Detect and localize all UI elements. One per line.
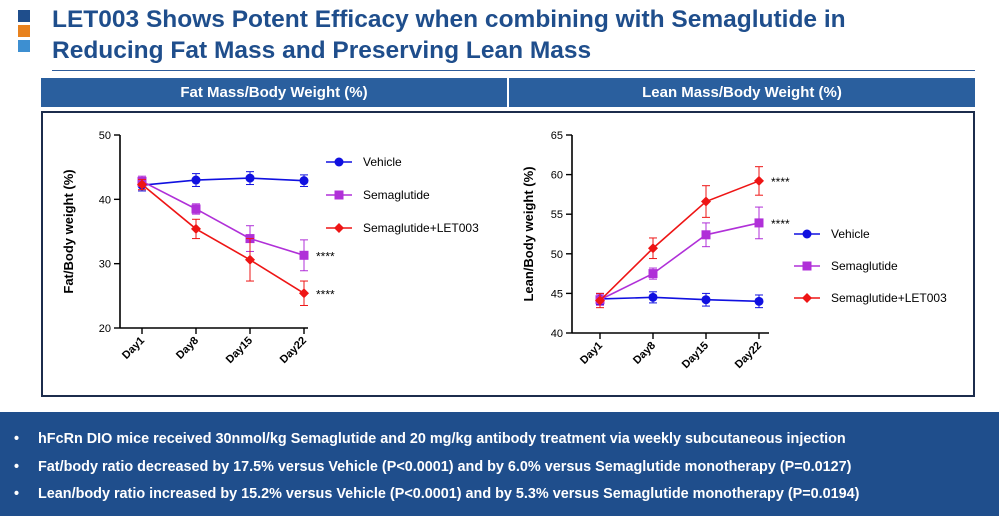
legend-marker <box>802 229 812 239</box>
significance-label: **** <box>316 287 335 301</box>
legend-marker <box>802 261 812 271</box>
legend-marker <box>802 293 812 303</box>
data-point <box>299 288 309 299</box>
x-tick-label: Day8 <box>631 340 658 367</box>
data-point <box>701 230 711 240</box>
footer-bullet: • Lean/body ratio increased by 15.2% vers… <box>14 486 860 502</box>
series-line <box>599 180 760 302</box>
legend-item: Semaglutide <box>326 188 430 202</box>
footer-bullet-text: Lean/body ratio increased by 15.2% versu… <box>38 486 860 502</box>
legend-label: Semaglutide+LET003 <box>363 221 479 235</box>
data-point <box>648 292 658 302</box>
significance-label: **** <box>316 249 335 263</box>
series-vehicle <box>595 291 764 309</box>
footer-bullet: • hFcRn DIO mice received 30nmol/kg Semag… <box>14 431 846 447</box>
legend-label: Semaglutide <box>831 259 898 273</box>
series-vehicle <box>137 171 309 192</box>
legend-label: Vehicle <box>831 227 870 241</box>
data-point <box>299 250 309 260</box>
y-tick-label: 50 <box>551 249 563 261</box>
x-tick-label: Day1 <box>120 335 147 362</box>
data-point <box>701 295 711 305</box>
series-line <box>599 222 760 301</box>
fat-mass-chart: 20 30 40 50 Day1 Day8 Day15 Day22 Fat/Body weigh… <box>61 130 479 366</box>
title-bullet-square <box>18 10 30 22</box>
legend-marker <box>334 157 344 167</box>
y-axis-label: Fat/Body weight (%) <box>61 169 76 293</box>
series-semaglutide-let003 <box>595 166 764 309</box>
legend-label: Semaglutide+LET003 <box>831 291 947 305</box>
series-line <box>141 180 305 257</box>
legend-item: Semaglutide+LET003 <box>326 221 479 235</box>
title-divider <box>52 70 975 71</box>
data-point <box>191 204 201 214</box>
data-point <box>137 179 147 190</box>
lean-mass-header: Lean Mass/Body Weight (%) <box>509 78 975 107</box>
legend-label: Vehicle <box>363 155 402 169</box>
data-point <box>754 296 764 306</box>
series-line <box>599 296 760 303</box>
x-tick-label: Day22 <box>278 335 309 366</box>
y-tick-label: 50 <box>99 130 111 142</box>
data-point <box>648 243 658 254</box>
footer-notes: • hFcRn DIO mice received 30nmol/kg Semag… <box>0 412 999 516</box>
slide-title: LET003 Shows Potent Efficacy when combin… <box>52 4 982 66</box>
y-tick-label: 40 <box>551 328 563 340</box>
data-point <box>191 175 201 185</box>
legend-label: Semaglutide <box>363 188 430 202</box>
footer-bullet-text: Fat/body ratio decreased by 17.5% versus… <box>38 458 852 475</box>
data-point <box>648 269 658 279</box>
data-point <box>754 218 764 228</box>
data-point <box>754 175 764 186</box>
title-bullet-square <box>18 40 30 52</box>
y-tick-label: 55 <box>551 209 563 221</box>
title-bullets <box>18 10 30 55</box>
x-tick-label: Day22 <box>733 340 764 371</box>
legend-item: Semaglutide <box>794 259 898 273</box>
legend-marker <box>334 190 344 200</box>
significance-label: **** <box>771 217 790 231</box>
slide-title-line1: LET003 Shows Potent Efficacy when combin… <box>52 6 846 33</box>
legend-item: Semaglutide+LET003 <box>794 291 947 305</box>
legend-marker <box>334 223 344 233</box>
data-point <box>245 254 255 265</box>
x-tick-label: Day1 <box>578 340 605 367</box>
lean-mass-chart: 40 45 50 55 60 65 Day1 Day8 Day15 Day22 Lean/Body … <box>521 130 947 371</box>
series-semaglutide <box>595 206 764 306</box>
charts-panel <box>41 111 975 397</box>
y-tick-label: 65 <box>551 130 563 142</box>
significance-label: **** <box>771 175 790 189</box>
x-tick-label: Day15 <box>224 335 255 366</box>
data-point <box>299 176 309 186</box>
data-point <box>701 196 711 207</box>
title-bullet-square <box>18 25 30 37</box>
x-tick-label: Day8 <box>174 335 201 362</box>
data-point <box>595 295 605 306</box>
y-tick-label: 45 <box>551 288 563 300</box>
series-line <box>141 183 305 294</box>
fat-mass-header: Fat Mass/Body Weight (%) <box>41 78 507 107</box>
y-tick-label: 30 <box>99 259 111 271</box>
data-point <box>245 173 255 183</box>
series-semaglutide <box>137 175 309 272</box>
series-line <box>141 177 305 186</box>
legend-item: Vehicle <box>794 227 870 241</box>
footer-bullet-text: hFcRn DIO mice received 30nmol/kg Semagl… <box>38 431 846 447</box>
slide-title-line2: Reducing Fat Mass and Preserving Lean Ma… <box>52 37 592 64</box>
y-axis-label: Lean/Body weight (%) <box>521 166 536 301</box>
y-tick-label: 40 <box>99 194 111 206</box>
x-tick-label: Day15 <box>680 340 711 371</box>
y-tick-label: 20 <box>99 323 111 335</box>
legend-item: Vehicle <box>326 155 402 169</box>
data-point <box>191 223 201 234</box>
series-semaglutide-let003 <box>137 178 309 306</box>
y-tick-label: 60 <box>551 170 563 182</box>
footer-bullet: • Fat/body ratio decreased by 17.5% versu… <box>14 458 852 475</box>
